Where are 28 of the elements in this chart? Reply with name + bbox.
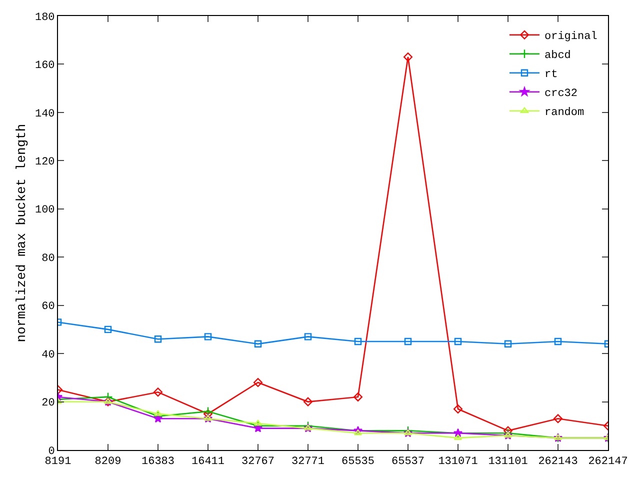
legend-label: original bbox=[544, 31, 598, 44]
y-tick-label: 60 bbox=[42, 301, 55, 314]
y-tick-label: 20 bbox=[42, 398, 55, 410]
y-tick-label: 160 bbox=[34, 60, 55, 72]
x-tick-label: 131101 bbox=[488, 456, 528, 468]
y-tick-label: 180 bbox=[34, 12, 55, 24]
legend-label: abcd bbox=[544, 50, 571, 62]
x-tick-label: 16383 bbox=[141, 456, 175, 468]
x-tick-label: 65537 bbox=[391, 456, 425, 468]
x-tick-label: 131071 bbox=[438, 456, 478, 468]
y-tick-label: 0 bbox=[48, 446, 55, 458]
x-tick-label: 262143 bbox=[538, 456, 578, 468]
y-tick-label: 140 bbox=[34, 108, 55, 120]
legend-label: crc32 bbox=[544, 88, 578, 100]
y-tick-label: 40 bbox=[42, 349, 55, 362]
x-tick-label: 65535 bbox=[341, 456, 375, 468]
y-tick-label: 100 bbox=[34, 204, 55, 217]
legend-label: random bbox=[544, 107, 585, 120]
x-tick-label: 262147 bbox=[588, 456, 628, 468]
y-axis-title: normalized max bucket length bbox=[14, 124, 29, 342]
x-tick-label: 16411 bbox=[191, 456, 225, 468]
x-tick-label: 32767 bbox=[241, 456, 275, 468]
x-tick-label: 8209 bbox=[94, 456, 122, 468]
y-tick-label: 80 bbox=[42, 252, 55, 265]
y-tick-label: 120 bbox=[34, 156, 55, 169]
x-tick-label: 8191 bbox=[44, 456, 72, 468]
legend-label: rt bbox=[544, 69, 558, 82]
x-tick-label: 32771 bbox=[291, 456, 325, 468]
